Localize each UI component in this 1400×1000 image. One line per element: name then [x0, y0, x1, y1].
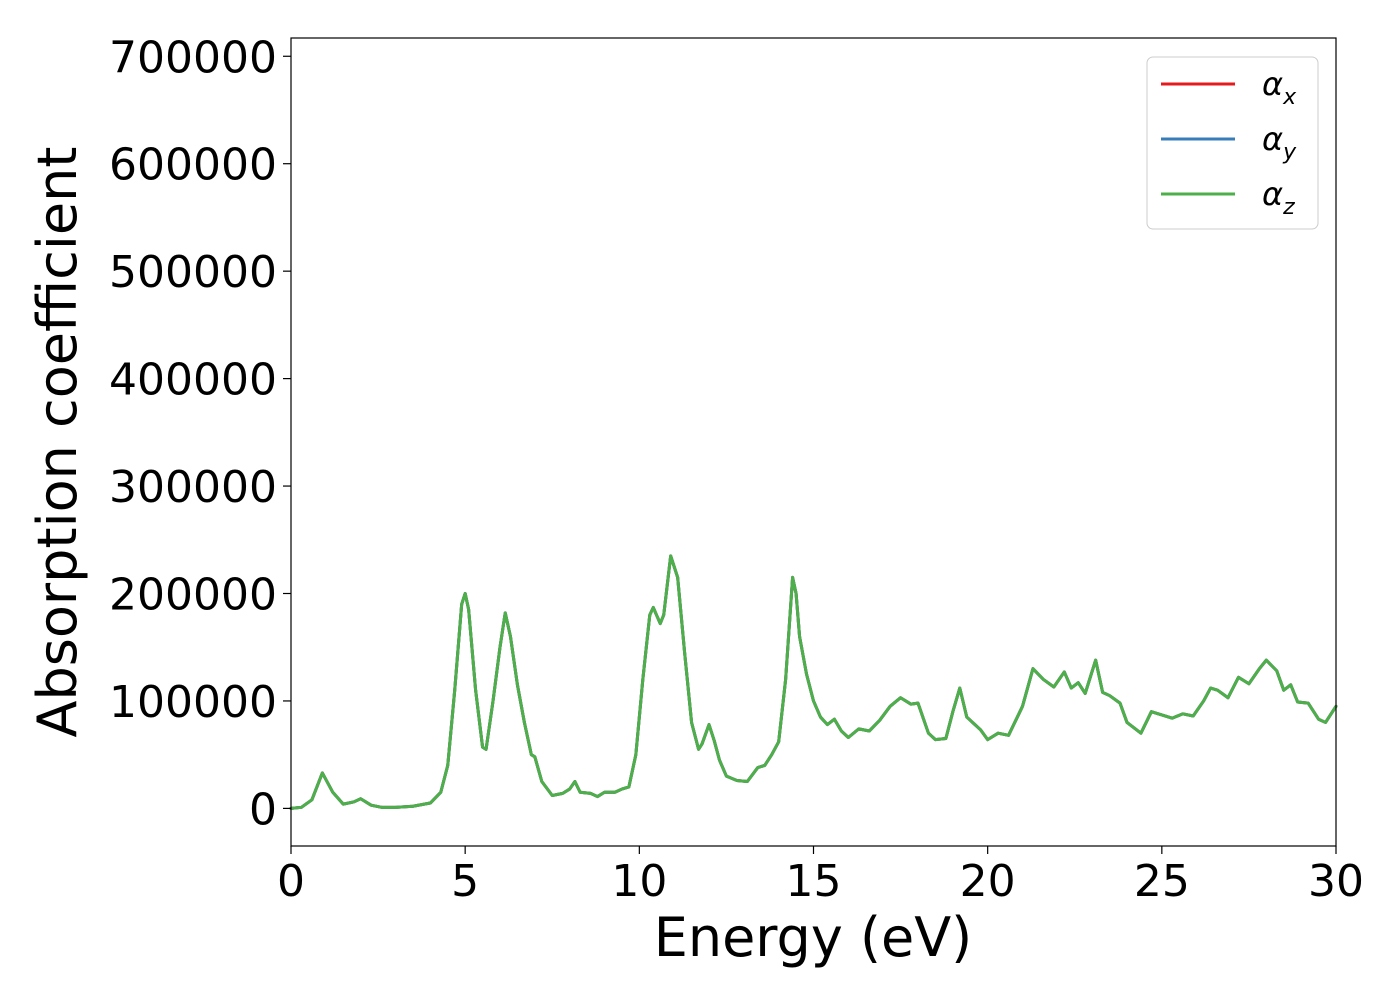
y-tick-label: 200000: [109, 570, 277, 621]
x-tick-label: 5: [451, 856, 479, 907]
y-tick-label: 600000: [109, 140, 277, 191]
y-tick-label: 300000: [109, 462, 277, 513]
legend-symbol: α: [1262, 175, 1283, 213]
legend-box: [1146, 56, 1319, 230]
x-tick-label: 0: [277, 856, 305, 907]
y-axis-label: Absorption coefficient: [26, 147, 89, 738]
y-tick-label: 700000: [109, 32, 277, 83]
x-axis-label: Energy (eV): [654, 906, 973, 969]
x-tick-label: 10: [611, 856, 667, 907]
legend-subscript: x: [1282, 85, 1297, 110]
legend-label-y: αy: [1262, 120, 1297, 165]
legend-subscript: z: [1282, 195, 1295, 220]
x-tick-label: 15: [786, 856, 842, 907]
y-tick-label: 500000: [109, 247, 277, 298]
legend-label-z: αz: [1262, 175, 1295, 220]
x-tick-label: 25: [1134, 856, 1190, 907]
y-axis-ticks: 0 100000 200000 300000 400000 500000 600000 700…: [109, 32, 291, 835]
series-line-z: [289, 554, 1338, 810]
x-tick-label: 30: [1308, 856, 1364, 907]
series-layer: [289, 554, 1338, 810]
y-tick-label: 400000: [109, 355, 277, 406]
y-tick-label: 0: [249, 784, 277, 835]
legend-symbol: α: [1262, 120, 1283, 158]
legend-symbol: α: [1262, 65, 1283, 103]
legend-subscript: y: [1282, 140, 1297, 165]
x-axis-ticks: 0 5 10 15 20 25 30: [277, 846, 1364, 907]
x-tick-label: 20: [960, 856, 1016, 907]
legend-label-x: αx: [1262, 65, 1297, 110]
y-tick-label: 100000: [109, 677, 277, 728]
